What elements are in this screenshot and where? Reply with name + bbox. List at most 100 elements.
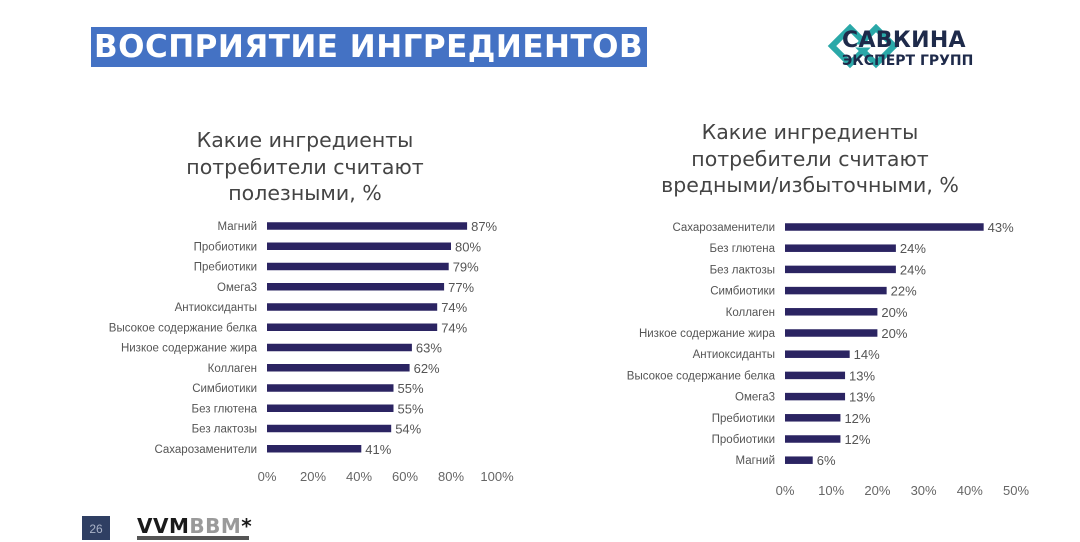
data-label: 54% [395,422,421,437]
footer-brand-logo: VVMBBM* [137,514,252,538]
footer-divider [137,536,249,540]
chart1-title-line: полезными, % [228,181,382,205]
savkina-logo-icon [827,24,899,69]
bar [785,244,896,252]
x-tick-label: 10% [818,483,844,498]
data-label: 74% [441,300,467,315]
data-label: 80% [455,239,481,254]
data-label: 13% [849,390,875,405]
data-label: 41% [365,442,391,457]
x-tick-label: 40% [346,469,372,484]
chart2-title-line: Какие ингредиенты [701,120,919,144]
data-label: 87% [471,219,497,234]
category-label: Низкое содержание жира [639,328,776,340]
category-label: Симбиотики [710,286,775,298]
category-label: Симбиотики [192,383,257,395]
category-label: Магний [736,455,776,467]
data-label: 12% [844,432,870,447]
bar [785,456,813,464]
category-label: Антиоксиданты [175,302,257,314]
category-label: Омега3 [735,392,775,404]
data-label: 12% [844,411,870,426]
category-label: Без лактозы [192,424,257,436]
x-tick-label: 0% [258,469,277,484]
data-label: 62% [414,361,440,376]
chart2-title-line: потребители считают [691,146,929,171]
bar [785,308,878,316]
data-label: 55% [398,381,424,396]
bar [267,424,392,433]
page-number: 26 [82,516,110,540]
category-label: Без лактозы [710,264,775,276]
bar [267,323,438,331]
bar [785,435,841,443]
bar [267,242,451,250]
bar [267,384,394,392]
data-label: 43% [988,220,1014,235]
category-label: Пребиотики [712,413,775,425]
chart1-title-line: потребители считают [186,154,424,179]
logo-line2: ЭКСПЕРТ ГРУПП [842,53,974,69]
x-tick-label: 100% [480,469,514,484]
category-label: Низкое содержание жира [121,343,258,355]
bar [785,350,850,358]
bar [267,445,362,453]
x-tick-label: 50% [1003,483,1029,498]
data-label: 22% [891,284,917,299]
category-label: Сахарозаменители [154,444,257,456]
chart1-title: Какие ингредиенты потребители считают по… [150,127,460,207]
data-label: 24% [900,241,926,256]
data-label: 74% [441,320,467,335]
x-tick-label: 30% [911,483,937,498]
data-label: 77% [448,280,474,295]
bar [785,414,841,422]
data-label: 20% [881,305,907,320]
data-label: 55% [398,401,424,416]
x-tick-label: 0% [776,483,795,498]
bar [785,286,887,295]
bar [267,222,468,230]
data-label: 63% [416,341,442,356]
category-label: Пробиотики [194,241,257,253]
bar [785,371,846,380]
category-label: Антиоксиданты [693,349,775,361]
x-tick-label: 20% [864,483,890,498]
data-label: 13% [849,368,875,383]
category-label: Коллаген [208,363,257,375]
category-label: Омега3 [217,282,257,294]
x-tick-label: 60% [392,469,418,484]
data-label: 6% [817,453,836,468]
data-label: 20% [881,326,907,341]
x-tick-label: 20% [300,469,326,484]
brand-part2: BBM [189,514,242,538]
logo-line1: САВКИНА [842,28,966,53]
page-title: ВОСПРИЯТИЕ ИНГРЕДИЕНТОВ [91,27,647,67]
category-label: Без глютена [710,243,776,255]
bar [267,262,449,271]
bar [267,303,438,311]
brand-star: * [241,514,253,538]
category-label: Сахарозаменители [672,222,775,234]
data-label: 24% [900,262,926,277]
category-label: Магний [218,221,258,233]
category-label: Пробиотики [712,434,775,446]
bar [785,265,896,274]
category-label: Коллаген [726,307,775,319]
chart2-title: Какие ингредиенты потребители считают вр… [640,119,980,199]
chart2-title-line: вредными/избыточными, % [661,173,959,197]
data-label: 79% [453,260,479,275]
bar [785,392,846,401]
category-label: Высокое содержание белка [627,370,776,382]
category-label: Пребиотики [194,262,257,274]
bar [785,329,878,337]
bar [267,404,394,412]
data-label: 14% [854,347,880,362]
x-tick-label: 40% [957,483,983,498]
bar [267,343,412,352]
brand-part1: VVM [137,514,190,538]
x-tick-label: 80% [438,469,464,484]
category-label: Высокое содержание белка [109,322,258,334]
bar [267,283,445,291]
bar [267,364,410,372]
